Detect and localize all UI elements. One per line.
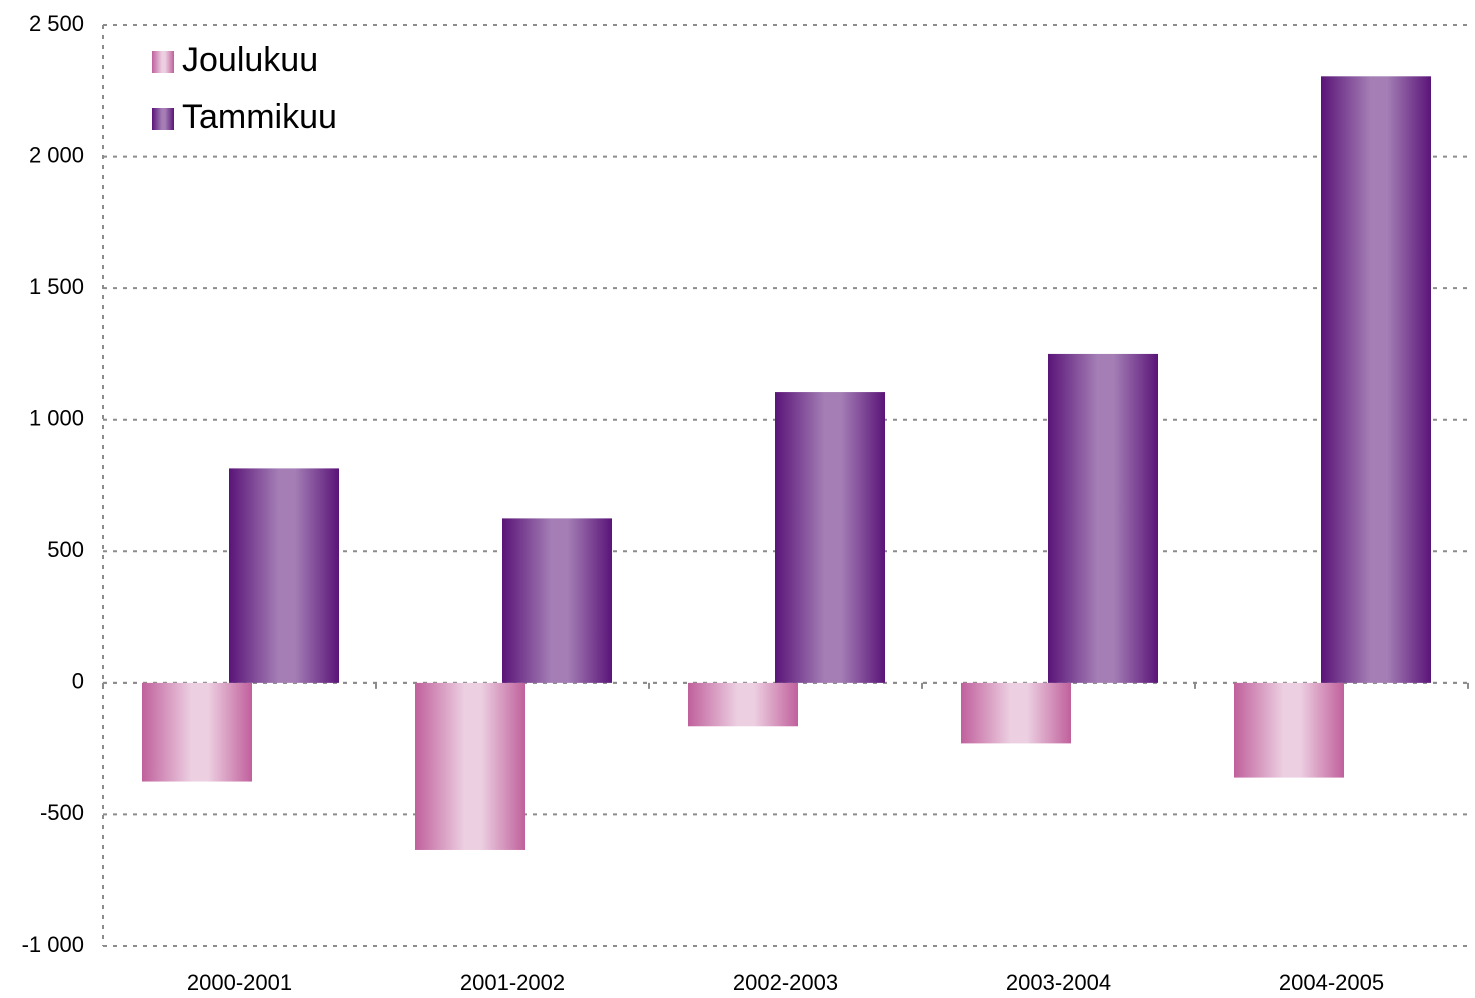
x-tick-label: 2003-2004	[1006, 970, 1111, 995]
x-tick-label: 2004-2005	[1279, 970, 1384, 995]
bar	[688, 682, 798, 727]
legend-swatch	[152, 108, 174, 130]
bar	[1321, 76, 1431, 683]
bar	[775, 392, 885, 683]
x-tick-label: 2000-2001	[187, 970, 292, 995]
y-tick-label: 2 500	[29, 11, 84, 36]
y-tick-label: -500	[40, 800, 84, 825]
y-tick-label: 2 000	[29, 142, 84, 167]
y-tick-label: 1 500	[29, 274, 84, 299]
legend-label: Tammikuu	[182, 98, 337, 136]
bar	[229, 468, 339, 683]
legend-label: Joulukuu	[182, 41, 318, 79]
y-tick-label: 0	[72, 669, 84, 694]
bar	[415, 682, 525, 850]
y-tick-label: -1 000	[22, 932, 84, 957]
bar	[502, 518, 612, 683]
bar	[142, 682, 252, 782]
bar	[961, 682, 1071, 744]
bar	[1234, 682, 1344, 778]
y-tick-label: 500	[47, 537, 84, 562]
bar	[1048, 353, 1158, 683]
x-tick-label: 2002-2003	[733, 970, 838, 995]
y-tick-label: 1 000	[29, 406, 84, 431]
legend-swatch	[152, 51, 174, 73]
x-tick-label: 2001-2002	[460, 970, 565, 995]
